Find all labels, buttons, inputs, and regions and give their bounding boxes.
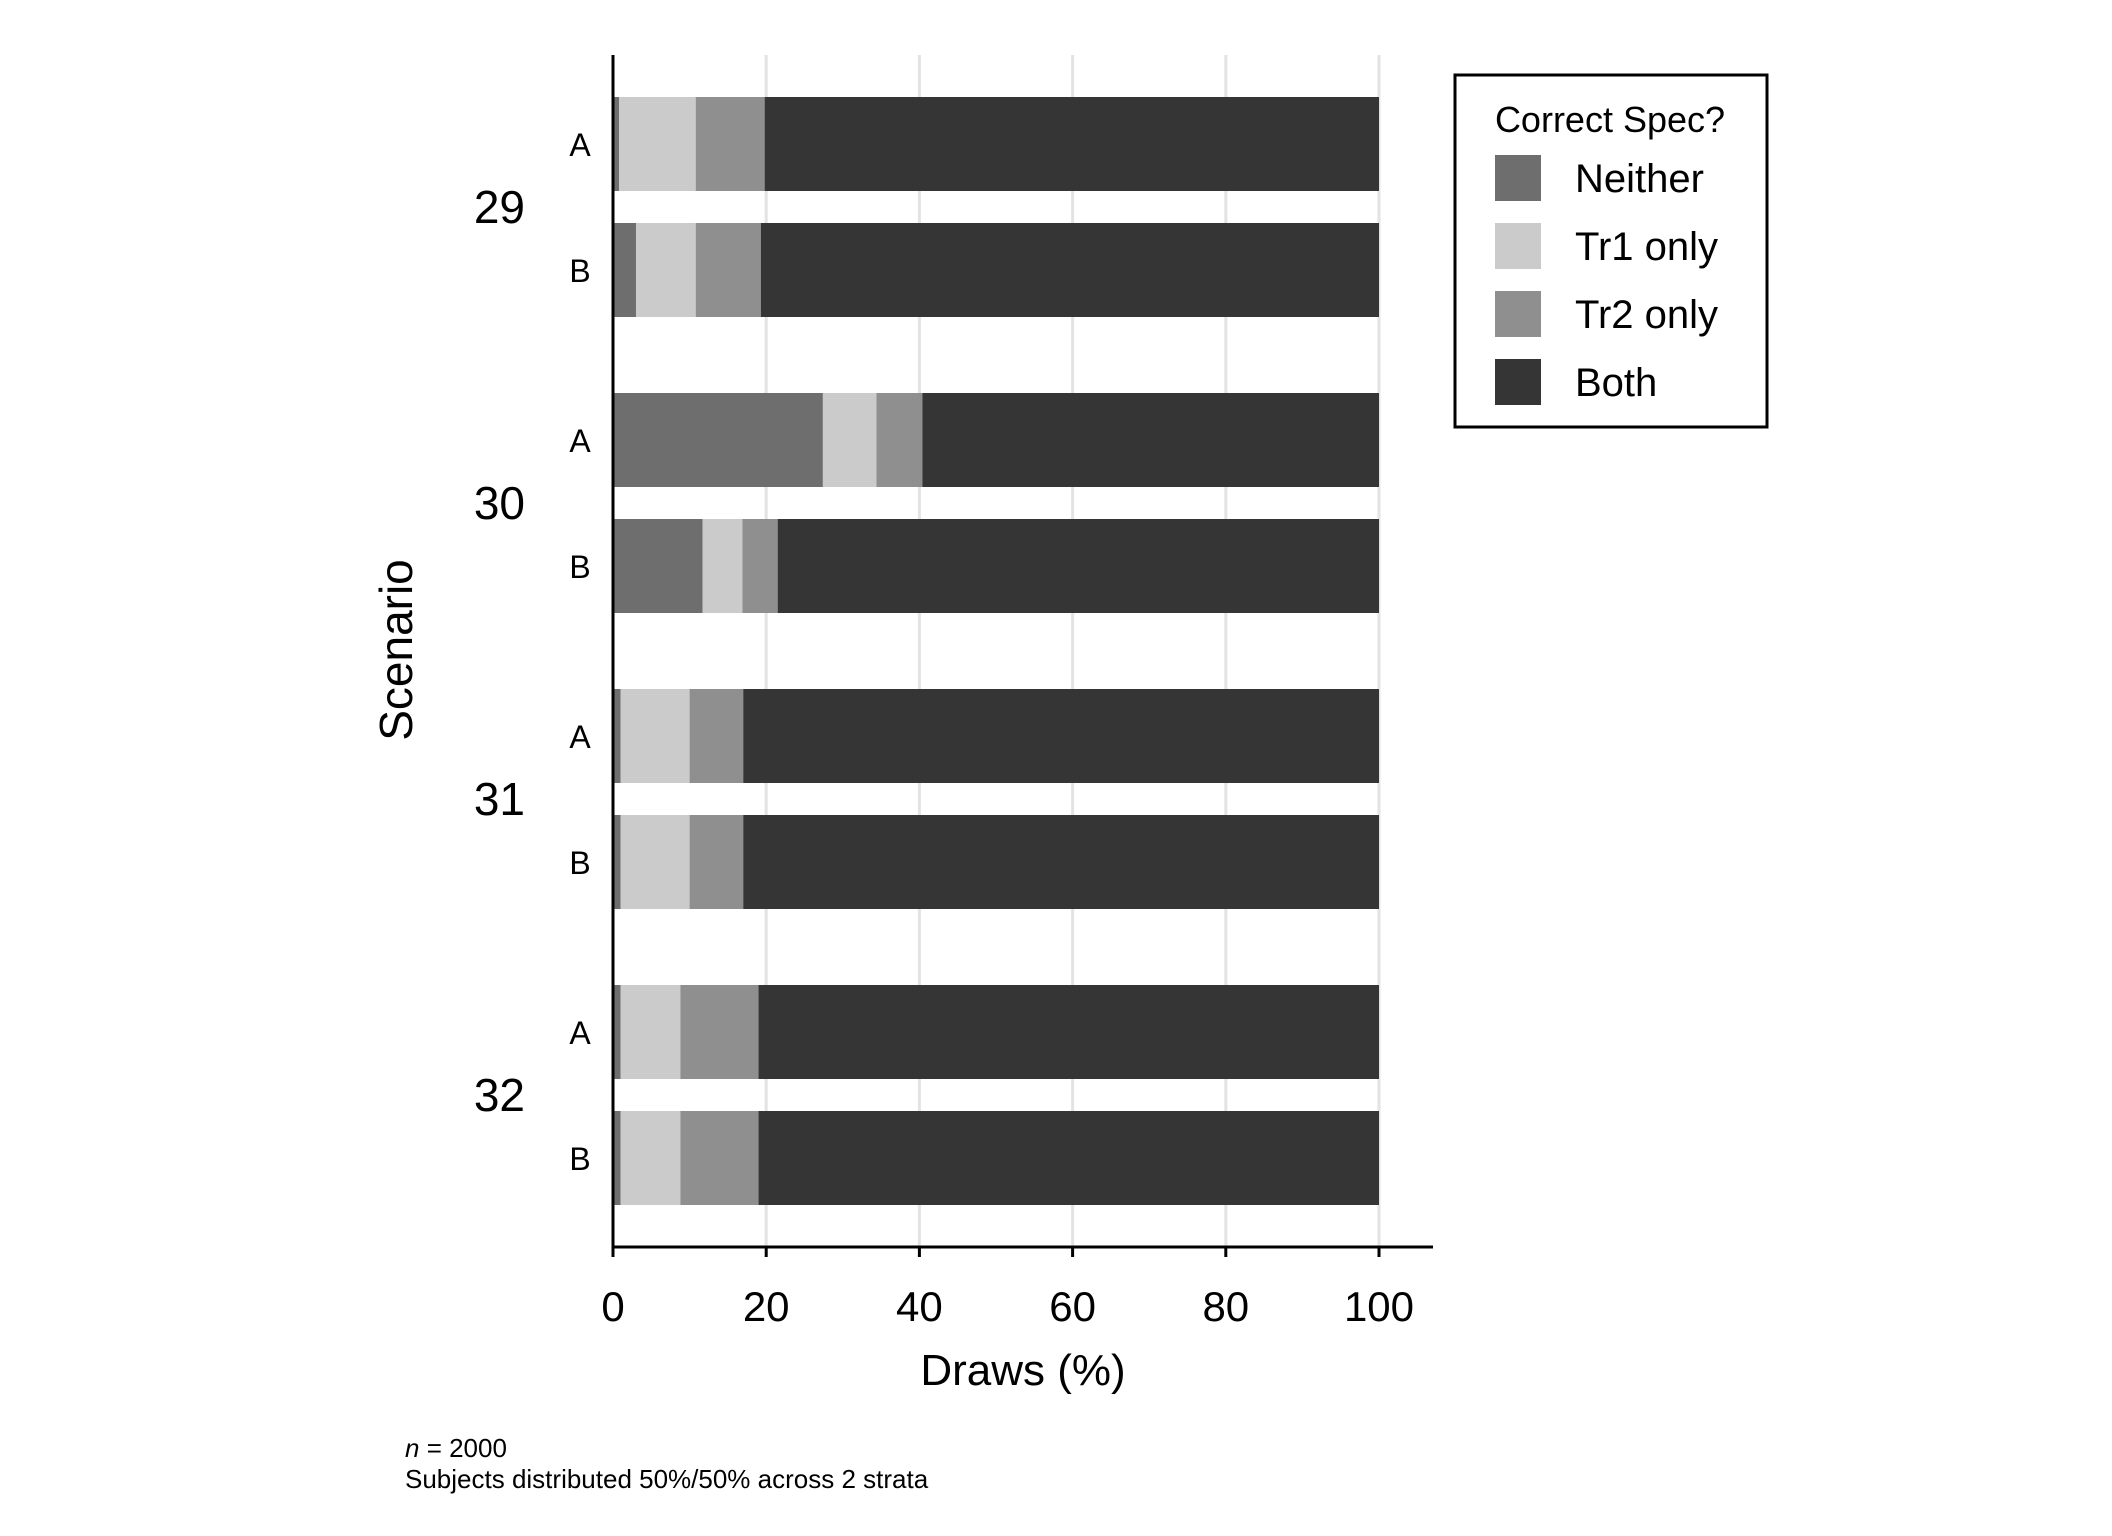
bar-label: B bbox=[569, 549, 590, 585]
bar-segment bbox=[680, 985, 759, 1079]
group-label: 30 bbox=[474, 477, 525, 529]
group-label: 32 bbox=[474, 1069, 525, 1121]
chart-notes: n = 2000 Subjects distributed 50%/50% ac… bbox=[405, 1433, 929, 1494]
bar-label: B bbox=[569, 845, 590, 881]
bar-label: B bbox=[569, 253, 590, 289]
legend-label: Tr2 only bbox=[1575, 293, 1718, 337]
bar-segment bbox=[876, 393, 923, 487]
bar-label: A bbox=[569, 719, 591, 755]
x-tick-label: 0 bbox=[601, 1283, 624, 1330]
bar-label: A bbox=[569, 127, 591, 163]
note-sample-size: n = 2000 bbox=[405, 1433, 507, 1463]
x-tick-label: 60 bbox=[1049, 1283, 1096, 1330]
bar-segment bbox=[702, 519, 743, 613]
legend-title: Correct Spec? bbox=[1495, 99, 1725, 140]
bar-label: A bbox=[569, 1015, 591, 1051]
bar-segment bbox=[695, 223, 761, 317]
bar-segment bbox=[613, 985, 621, 1079]
bar-label: B bbox=[569, 1141, 590, 1177]
note-n-symbol: n bbox=[405, 1433, 419, 1463]
bar-segment bbox=[680, 1111, 759, 1205]
bar-segment bbox=[613, 519, 703, 613]
bar-segment bbox=[620, 689, 690, 783]
bar-segment bbox=[695, 97, 765, 191]
bar-segment bbox=[613, 1111, 621, 1205]
bar-segment bbox=[922, 393, 1379, 487]
bar-segment bbox=[620, 985, 681, 1079]
x-tick-label: 100 bbox=[1344, 1283, 1414, 1330]
legend-label: Neither bbox=[1575, 157, 1704, 201]
bar-segment bbox=[743, 689, 1379, 783]
bar-segment bbox=[689, 689, 744, 783]
bar-segment bbox=[620, 815, 690, 909]
bar-segment bbox=[758, 1111, 1379, 1205]
note-n-value: = 2000 bbox=[419, 1433, 506, 1463]
group-label: 31 bbox=[474, 773, 525, 825]
legend-label: Both bbox=[1575, 361, 1657, 405]
group-label: 29 bbox=[474, 181, 525, 233]
bar-segment bbox=[777, 519, 1379, 613]
legend-swatch bbox=[1495, 359, 1541, 405]
x-axis-title: Draws (%) bbox=[920, 1346, 1125, 1395]
bar-segment bbox=[619, 97, 696, 191]
y-tick-labels: 29 A B 30 A B 31 A B 32 A B bbox=[474, 127, 592, 1177]
legend: Correct Spec? Neither Tr1 only Tr2 only Bot… bbox=[1453, 73, 1769, 429]
x-ticks: 0 20 40 60 80 100 bbox=[601, 1247, 1414, 1330]
bar-segment bbox=[613, 97, 620, 191]
x-tick-label: 80 bbox=[1202, 1283, 1249, 1330]
axes bbox=[611, 55, 1433, 1249]
bar-segment bbox=[689, 815, 744, 909]
bar-segment bbox=[764, 97, 1379, 191]
bar-segment bbox=[822, 393, 877, 487]
y-axis-title: Scenario bbox=[370, 559, 422, 741]
bar-label: A bbox=[569, 423, 591, 459]
legend-label: Tr1 only bbox=[1575, 225, 1718, 269]
legend-items: Neither Tr1 only Tr2 only Both bbox=[1495, 155, 1718, 405]
bar-segment bbox=[613, 223, 636, 317]
bar-segment bbox=[760, 223, 1379, 317]
legend-swatch bbox=[1495, 291, 1541, 337]
bar-segment bbox=[620, 1111, 681, 1205]
bar-segment bbox=[613, 689, 621, 783]
x-tick-label: 40 bbox=[896, 1283, 943, 1330]
legend-swatch bbox=[1495, 155, 1541, 201]
bar-segment bbox=[613, 815, 621, 909]
note-strata: Subjects distributed 50%/50% across 2 st… bbox=[405, 1464, 929, 1494]
bars bbox=[613, 97, 1379, 1205]
bar-segment bbox=[758, 985, 1379, 1079]
x-tick-label: 20 bbox=[743, 1283, 790, 1330]
bar-segment bbox=[743, 815, 1379, 909]
bar-segment bbox=[613, 393, 823, 487]
legend-swatch bbox=[1495, 223, 1541, 269]
bar-segment bbox=[635, 223, 696, 317]
bar-segment bbox=[742, 519, 778, 613]
